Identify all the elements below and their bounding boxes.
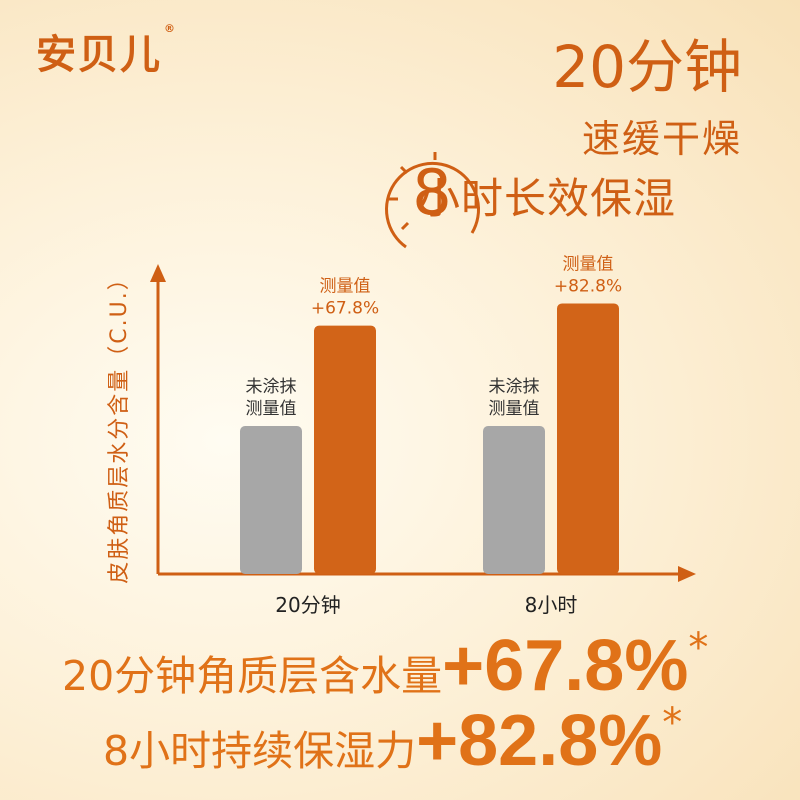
headline-8h-moisture: 小时长效保湿 [418, 174, 677, 223]
data-label-baseline-1-0: 未涂抹 [489, 377, 540, 397]
bar-measured-0 [314, 325, 376, 574]
claim-20min: 20分钟角质层含水量+67.8%* [62, 628, 708, 702]
data-label-measured-1-0: 测量值 [563, 254, 614, 274]
x-axis-arrow [678, 566, 696, 582]
registered-mark: ® [164, 22, 177, 35]
data-label-measured-0-1: +67.8% [311, 299, 379, 319]
headline-20min: 20分钟 [552, 33, 742, 101]
data-label-baseline-0-0: 未涂抹 [246, 377, 297, 397]
bar-baseline-0 [240, 426, 302, 574]
headline-dry: 速缓干燥 [581, 117, 742, 161]
claim-20min-value: +67.8% [442, 626, 689, 706]
headline-8-number: 8 [412, 156, 452, 229]
x-tick-label-1: 8小时 [525, 593, 578, 617]
bar-baseline-1 [483, 426, 545, 574]
brand-logo-text: 安贝儿 [36, 31, 162, 78]
claim-20min-text: 20分钟角质层含水量 [62, 652, 443, 700]
claim-8h-text: 8小时持续保湿力 [103, 727, 417, 775]
x-tick-label-0: 20分钟 [275, 593, 340, 617]
brand-logo: 安贝儿® [36, 22, 177, 80]
claim-8h-value: +82.8% [416, 701, 663, 781]
bar-measured-1 [557, 303, 619, 574]
claim-8h-star: * [662, 700, 683, 746]
clock-icon [385, 152, 480, 249]
data-label-baseline-0-1: 测量值 [246, 399, 297, 419]
claim-20min-star: * [688, 625, 709, 671]
data-label-measured-1-1: +82.8% [554, 276, 622, 296]
y-axis-arrow [150, 264, 166, 282]
data-label-baseline-1-1: 测量值 [489, 399, 540, 419]
data-label-measured-0-0: 测量值 [320, 277, 371, 297]
claim-8h: 8小时持续保湿力+82.8%* [103, 703, 682, 777]
